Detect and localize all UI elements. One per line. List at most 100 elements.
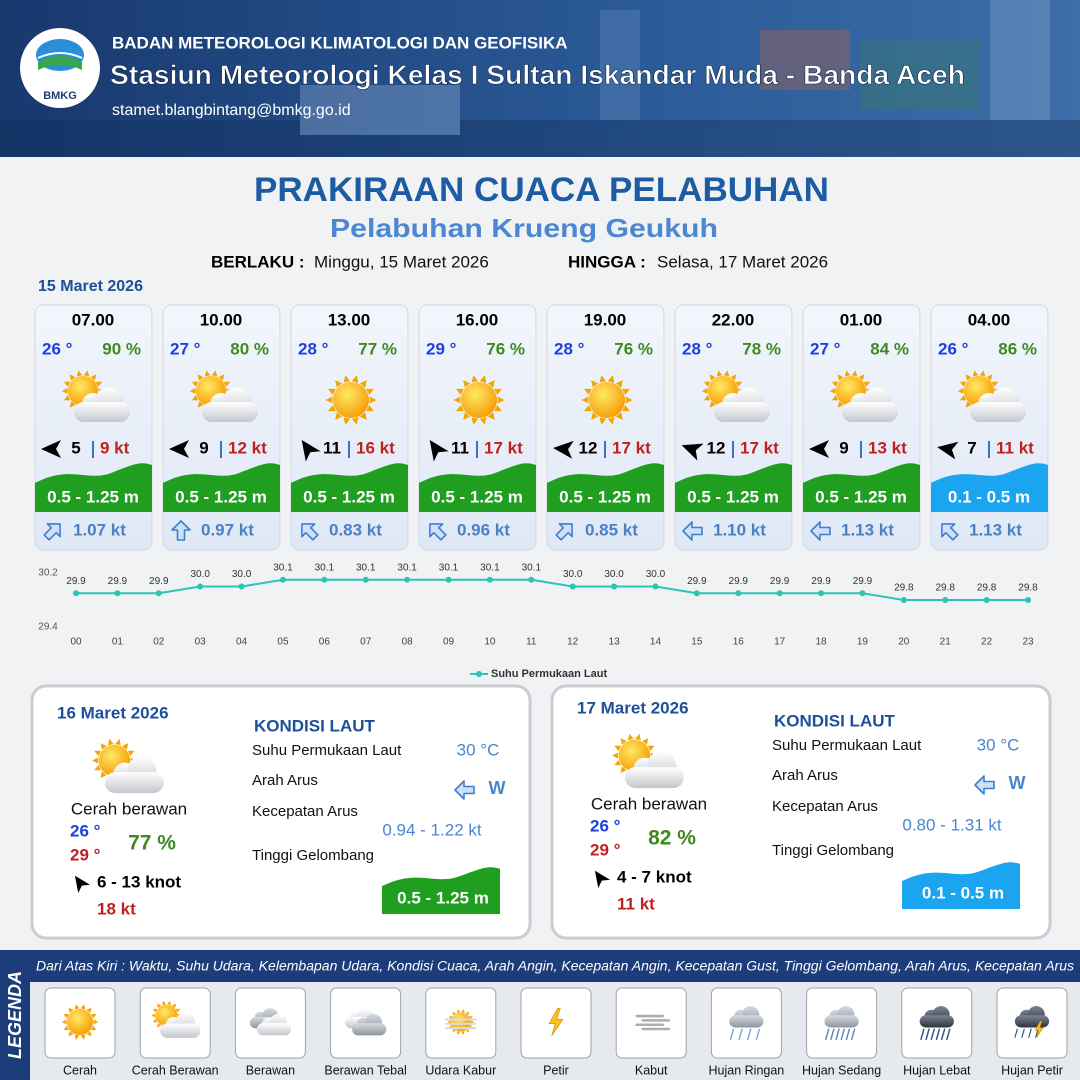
sun-ray (716, 370, 723, 377)
rain (729, 1028, 735, 1041)
rain (946, 1028, 951, 1041)
wave-shape (931, 463, 1048, 512)
day-panel: 16 Maret 2026 Cerah berawan 26 ° 29 ° 77 % 6 … (30, 684, 532, 940)
sun-ray (615, 412, 623, 420)
data-label: 29.8 (935, 583, 955, 594)
sea-label: Arah Arus (252, 772, 318, 789)
sun-ray (151, 1013, 156, 1018)
legend-label: Hujan Ringan (709, 1063, 785, 1077)
current-speed: 1.07 kt (73, 520, 126, 539)
wind-arrow (681, 443, 704, 461)
sun-ray (152, 1018, 158, 1023)
data-point (404, 576, 411, 583)
sun-ray (453, 396, 461, 404)
valid-to-label: HINGGA : (568, 252, 646, 271)
sun-ray (189, 388, 196, 394)
data-label: 30.1 (397, 562, 417, 573)
air-temperature: 28 ° (298, 339, 329, 358)
wave-shape (547, 463, 664, 512)
wind-speed: 12 (707, 438, 726, 457)
sun-ray (157, 1023, 162, 1028)
sun-ray (959, 381, 967, 387)
x-tick-label: 08 (402, 637, 414, 648)
humidity: 82 % (648, 827, 696, 850)
cloud-part (74, 402, 130, 422)
sun-ray (351, 417, 359, 425)
sun-ray (703, 395, 711, 401)
cloud-part (714, 402, 770, 422)
forecast-card: 13.00 28 ° 77 % 11 16 kt 0.5 - 1.25 m 0.83 kt (290, 304, 409, 551)
gust-speed: 13 kt (868, 438, 907, 457)
wave-height: 0.5 - 1.25 m (397, 888, 489, 907)
sun-ray (599, 417, 607, 425)
sun-ray (625, 396, 633, 404)
sun-ray (94, 750, 101, 757)
data-label: 30.1 (480, 562, 500, 573)
cloud-part (729, 1015, 764, 1028)
sea-title: KONDISI LAUT (774, 711, 896, 730)
sun-ray (471, 375, 479, 383)
sun-disc (451, 1012, 471, 1032)
sun-ray (703, 381, 711, 387)
data-label: 30.0 (604, 569, 624, 580)
data-point (528, 576, 535, 583)
cloud-icon (919, 1006, 954, 1028)
wave-height: 0.5 - 1.25 m (303, 487, 395, 506)
air-temperature: 27 ° (170, 339, 201, 358)
sun-ray (986, 374, 993, 381)
haze (444, 1018, 477, 1021)
temp-max: 29 ° (70, 845, 101, 864)
cloud-icon (714, 387, 770, 422)
sun-disc (589, 382, 625, 418)
wind-speed: 12 (579, 438, 598, 457)
sun-ray (100, 743, 107, 750)
sun-ray (471, 417, 479, 425)
sun-ray (95, 381, 103, 387)
data-label: 30.0 (190, 569, 210, 580)
cloud-part (842, 402, 898, 422)
sun-ray (76, 370, 83, 377)
gust-speed: 17 kt (484, 438, 523, 457)
legend-label: Suhu Permukaan Laut (491, 668, 607, 680)
legend-item: Hujan Petir (996, 987, 1068, 1077)
rain (835, 1028, 840, 1041)
sun-ray (465, 1011, 470, 1016)
time: 19.00 (584, 310, 627, 329)
data-label: 29.8 (977, 583, 997, 594)
rain (840, 1028, 845, 1041)
data-label: 29.9 (811, 576, 831, 587)
sun-ray (63, 381, 71, 387)
sun-ray (456, 1009, 461, 1013)
x-tick-label: 04 (236, 637, 248, 648)
legend-description: Dari Atas Kiri : Waktu, Suhu Udara, Kele… (36, 959, 1074, 974)
wave-height: 0.1 - 0.5 m (922, 883, 1004, 902)
sun-ray (607, 375, 615, 383)
data-label: 29.9 (66, 576, 86, 587)
sun-ray (69, 374, 76, 381)
cloud-icon (104, 756, 164, 794)
gust-speed: 11 kt (996, 438, 1034, 457)
sea-label: Tinggi Gelombang (252, 847, 374, 864)
sun-ray (91, 1014, 97, 1019)
data-point (569, 583, 576, 590)
fog (641, 1027, 671, 1031)
humidity: 77 % (358, 339, 397, 358)
current-arrow (941, 523, 959, 541)
wave-height: 0.5 - 1.25 m (687, 487, 779, 506)
x-tick-label: 07 (360, 637, 372, 648)
cloud-part (919, 1015, 954, 1028)
cloud-icon (352, 1013, 387, 1036)
rain (1021, 1028, 1025, 1038)
current-speed: 1.10 kt (713, 520, 766, 539)
wind-arrow (937, 441, 959, 460)
wind-range: 6 - 13 knot (97, 872, 181, 891)
sun-ray (61, 388, 68, 394)
air-temperature: 26 ° (938, 339, 969, 358)
sun-ray (723, 370, 730, 377)
x-tick-label: 15 (691, 637, 703, 648)
sun-ray (584, 388, 592, 395)
wind-speed: 7 (967, 438, 976, 457)
temp-min: 26 ° (590, 816, 621, 835)
sun-ray (584, 405, 592, 412)
sun-ray (837, 374, 844, 381)
